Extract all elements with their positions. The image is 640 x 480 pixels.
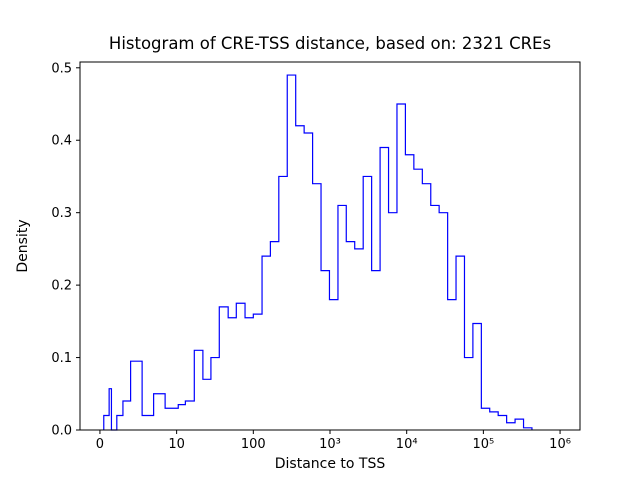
- y-tick-label: 0.4: [51, 134, 72, 149]
- y-tick-label: 0.2: [51, 279, 72, 294]
- x-tick-label: 10³: [319, 437, 341, 452]
- x-tick-label: 10⁵: [472, 437, 494, 452]
- x-tick-label: 0: [96, 437, 104, 452]
- y-tick-label: 0.5: [51, 61, 72, 76]
- x-tick-label: 10: [168, 437, 185, 452]
- y-tick-label: 0.1: [51, 351, 72, 366]
- x-tick-label: 10⁶: [549, 437, 571, 452]
- y-tick-label: 0.3: [51, 206, 72, 221]
- y-tick-label: 0.0: [51, 424, 72, 439]
- x-axis-label: Distance to TSS: [275, 456, 386, 472]
- x-tick-label: 100: [241, 437, 266, 452]
- plot-area: [80, 62, 580, 430]
- histogram-step-line: [103, 74, 533, 431]
- x-tick-label: 10⁴: [396, 437, 418, 452]
- y-axis-label: Density: [15, 219, 31, 272]
- chart-dynamic-layer: 0 10 100 10³ 10⁴ 10⁵ 10⁶ 0.0 0.1 0.2 0.3 0.4 0.5: [51, 61, 581, 452]
- chart-title: Histogram of CRE-TSS distance, based on:…: [109, 34, 551, 53]
